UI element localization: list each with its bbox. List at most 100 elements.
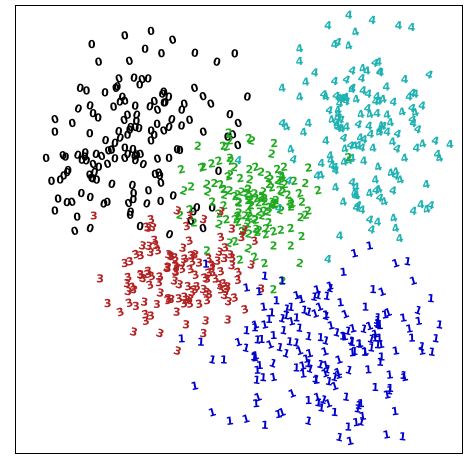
- digit-2-point: 2: [225, 184, 234, 198]
- digit-4-point: 4: [343, 154, 354, 169]
- digit-1-point: 1: [241, 341, 251, 355]
- digit-2-point: 2: [240, 220, 251, 235]
- digit-1-point: 1: [414, 314, 424, 328]
- digit-2-point: 2: [269, 198, 279, 212]
- digit-4-point: 4: [357, 71, 367, 85]
- digit-1-point: 1: [299, 367, 308, 381]
- digit-4-point: 4: [417, 137, 428, 152]
- digit-4-point: 4: [350, 25, 361, 40]
- digit-4-point: 4: [276, 170, 288, 185]
- digit-3-point: 3: [194, 297, 204, 311]
- digit-1-point: 1: [311, 373, 321, 387]
- digit-2-point: 2: [276, 171, 287, 186]
- digit-0-point: 0: [145, 100, 156, 114]
- digit-0-point: 0: [159, 85, 170, 99]
- digit-1-point: 1: [225, 414, 234, 428]
- digit-1-point: 1: [382, 428, 392, 442]
- digit-3-point: 3: [123, 270, 134, 284]
- digit-2-point: 2: [223, 169, 234, 184]
- digit-4-point: 4: [345, 8, 354, 22]
- digit-3-point: 3: [142, 267, 153, 282]
- digit-0-point: 0: [192, 201, 202, 215]
- digit-1-point: 1: [340, 307, 352, 322]
- digit-4-point: 4: [337, 122, 346, 136]
- digit-4-point: 4: [347, 81, 358, 96]
- digit-1-point: 1: [366, 332, 377, 347]
- digit-2-point: 2: [265, 178, 273, 191]
- digit-4-point: 4: [359, 154, 368, 168]
- digit-0-point: 0: [110, 152, 120, 166]
- digit-4-point: 4: [374, 94, 383, 108]
- digit-3-point: 3: [121, 257, 130, 271]
- digit-0-point: 0: [85, 99, 96, 113]
- digit-0-point: 0: [73, 210, 82, 224]
- digit-1-point: 1: [291, 288, 302, 303]
- digit-4-point: 4: [352, 201, 362, 215]
- digit-1-point: 1: [408, 331, 416, 344]
- digit-4-point: 4: [406, 101, 417, 116]
- digit-2-point: 2: [269, 196, 279, 210]
- digit-1-point: 1: [268, 370, 278, 384]
- digit-2-point: 2: [251, 222, 260, 236]
- digit-3-point: 3: [223, 280, 232, 294]
- digit-3-point: 3: [203, 273, 211, 286]
- digit-2-point: 2: [287, 239, 295, 252]
- digit-4-point: 4: [274, 201, 284, 215]
- digit-2-point: 2: [244, 199, 254, 213]
- digit-3-point: 3: [164, 262, 172, 275]
- digit-1-point: 1: [376, 285, 387, 300]
- digit-2-point: 2: [245, 173, 255, 187]
- digit-0-point: 0: [56, 173, 65, 187]
- digit-3-point: 3: [144, 278, 155, 293]
- digit-4-point: 4: [411, 87, 420, 101]
- digit-4-point: 4: [295, 55, 304, 68]
- digit-4-point: 4: [391, 165, 402, 180]
- digit-0-point: 0: [109, 100, 119, 114]
- digit-1-point: 1: [340, 330, 350, 344]
- digit-1-point: 1: [294, 344, 305, 359]
- digit-4-point: 4: [408, 21, 416, 34]
- digit-0-point: 0: [144, 184, 154, 198]
- digit-0-point: 0: [80, 150, 90, 164]
- digit-3-point: 3: [182, 318, 191, 332]
- digit-3-point: 3: [146, 246, 156, 260]
- digit-0-point: 0: [73, 102, 85, 117]
- digit-0-point: 0: [119, 151, 130, 166]
- digit-3-point: 3: [185, 262, 196, 277]
- digit-0-point: 0: [84, 221, 95, 236]
- digit-3-point: 3: [155, 286, 165, 300]
- digit-1-point: 1: [251, 349, 260, 363]
- digit-3-point: 3: [195, 257, 203, 270]
- digit-0-point: 0: [164, 227, 176, 242]
- digit-3-point: 3: [128, 282, 139, 297]
- digit-3-point: 3: [162, 260, 172, 274]
- digit-0-point: 0: [94, 55, 104, 69]
- digit-3-point: 3: [127, 280, 138, 295]
- digit-3-point: 3: [144, 239, 154, 253]
- digit-4-point: 4: [408, 86, 418, 100]
- digit-4-point: 4: [409, 204, 419, 218]
- digit-3-point: 3: [202, 294, 211, 308]
- digit-2-point: 2: [298, 196, 306, 209]
- digit-4-point: 4: [326, 149, 335, 163]
- digit-3-point: 3: [169, 274, 179, 288]
- digit-1-point: 1: [318, 393, 330, 408]
- digit-4-point: 4: [391, 141, 403, 156]
- digit-2-point: 2: [193, 139, 202, 153]
- digit-3-point: 3: [174, 292, 183, 306]
- digit-4-point: 4: [337, 91, 348, 106]
- digit-2-point: 2: [246, 193, 255, 207]
- digit-2-point: 2: [276, 169, 287, 184]
- digit-3-point: 3: [136, 249, 145, 263]
- digit-0-point: 0: [61, 150, 70, 164]
- digit-4-point: 4: [392, 127, 404, 142]
- digit-1-point: 1: [314, 300, 325, 315]
- digit-0-point: 0: [75, 81, 85, 95]
- digit-1-point: 1: [358, 409, 368, 423]
- digit-4-point: 4: [234, 153, 244, 167]
- digit-1-point: 1: [398, 430, 407, 444]
- digit-3-point: 3: [172, 266, 180, 279]
- digit-1-point: 1: [341, 390, 351, 404]
- digit-1-point: 1: [253, 364, 261, 377]
- digit-3-point: 3: [186, 248, 197, 263]
